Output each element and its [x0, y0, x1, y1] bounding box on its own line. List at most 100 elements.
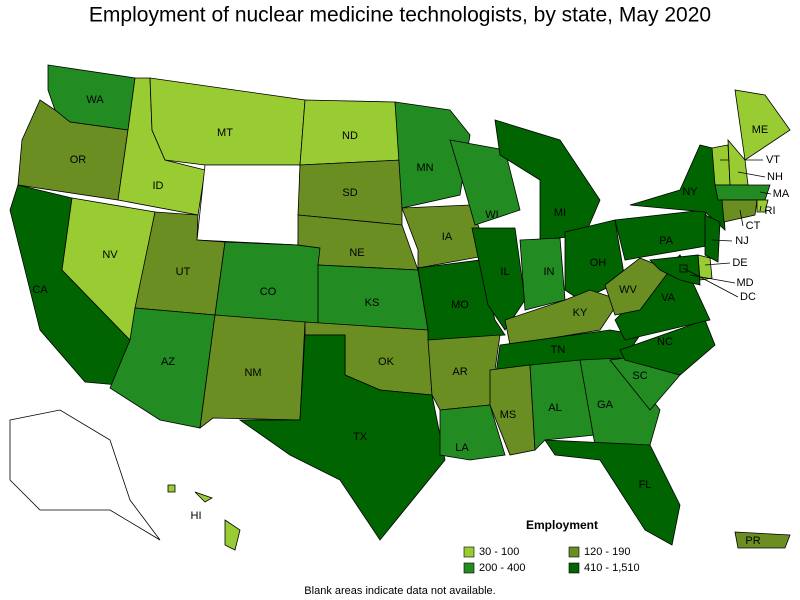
state-shape [17, 99, 129, 201]
state-label: NC [657, 336, 673, 348]
state: AR [427, 334, 501, 411]
state-shape [704, 214, 721, 263]
state-label: IN [544, 266, 555, 278]
state: IN [519, 237, 566, 311]
state: MD [649, 254, 754, 289]
state: KS [317, 264, 429, 331]
legend-label: 120 - 190 [584, 546, 630, 558]
state-label: ME [752, 124, 769, 136]
state [196, 164, 301, 246]
state-shape [604, 257, 671, 316]
state-label: NV [102, 249, 118, 261]
state: NE [297, 214, 419, 271]
legend-swatch [463, 562, 475, 574]
state-shape [238, 334, 446, 541]
state: FL [544, 439, 681, 546]
leader-line [759, 191, 772, 195]
state: DC [679, 264, 756, 303]
state-label: KY [573, 307, 588, 319]
state-label: ID [153, 180, 164, 192]
state [9, 409, 161, 541]
state: DE [697, 254, 748, 281]
legend-label: 30 - 100 [479, 546, 519, 558]
leader-line [759, 205, 762, 212]
state: CO [214, 241, 321, 326]
state-label: KS [365, 297, 380, 309]
state-label: MA [773, 188, 790, 200]
state: MS [489, 364, 536, 456]
state: NC [619, 319, 716, 376]
state-label: SD [342, 187, 357, 199]
state-label: IL [500, 266, 509, 278]
state: SD [297, 159, 403, 226]
state-shape [224, 519, 241, 551]
leader-line [682, 267, 739, 298]
state-shape [529, 359, 596, 451]
state-label: DE [732, 257, 747, 269]
legend-swatch [568, 562, 580, 574]
state-label: UT [176, 266, 191, 278]
state-shape [756, 199, 769, 213]
state-label: RI [765, 205, 776, 217]
state-label: NJ [735, 235, 748, 247]
state-shape [196, 164, 301, 246]
state: LA [439, 404, 506, 461]
state-label: CO [260, 286, 277, 298]
legend-swatch [568, 546, 580, 558]
state-label: VT [766, 154, 780, 166]
state-label: IA [442, 231, 453, 243]
map-title: Employment of nuclear medicine technolog… [89, 4, 711, 27]
leader-line [711, 239, 733, 242]
legend-swatch [463, 546, 475, 558]
state-label: AZ [161, 356, 175, 368]
state: IA [401, 204, 491, 269]
state-shape [579, 357, 661, 446]
state-label: OK [378, 356, 395, 368]
state: WI [449, 139, 521, 226]
state-shape [199, 314, 306, 429]
state-label: LA [455, 442, 469, 454]
state-label: PA [659, 235, 674, 247]
state: OH [564, 219, 626, 301]
state: PA [614, 209, 713, 261]
state-label: MT [217, 127, 233, 139]
state-label: AR [452, 366, 467, 378]
state-shape [401, 204, 491, 269]
legend-label: 410 - 1,510 [584, 562, 640, 574]
state-label: NH [767, 171, 783, 183]
state-label: AL [548, 402, 561, 414]
state: ME [734, 89, 791, 161]
state-shape [149, 77, 306, 166]
state-shape [489, 364, 536, 456]
state-label: PR [745, 535, 760, 547]
state-shape [734, 89, 791, 161]
state-label: MI [554, 207, 566, 219]
state-label: NE [349, 247, 364, 259]
state-label: CA [32, 284, 48, 296]
state-label: HI [191, 510, 202, 522]
leader-line [704, 262, 731, 266]
state-shape [439, 404, 506, 461]
state: HI [167, 484, 241, 551]
state: CT [721, 199, 761, 232]
state-label: WA [86, 94, 104, 106]
state: MI [494, 119, 601, 241]
state-shape [167, 484, 176, 493]
state-label: VA [661, 292, 676, 304]
state-shape [697, 254, 713, 281]
leader-line [689, 274, 736, 284]
state: NJ [704, 214, 749, 263]
state-shape [519, 237, 566, 311]
state-label: MD [736, 277, 753, 289]
note: Blank areas indicate data not available. [304, 585, 495, 597]
state-label: TN [551, 344, 566, 356]
state-label: MN [416, 162, 433, 174]
state: MT [149, 77, 306, 166]
state-shape [449, 139, 521, 226]
legend-label: 200 - 400 [479, 562, 525, 574]
state-shape [564, 219, 626, 301]
state: MN [394, 101, 471, 209]
state-label: WV [619, 284, 637, 296]
state: WV [604, 257, 671, 316]
